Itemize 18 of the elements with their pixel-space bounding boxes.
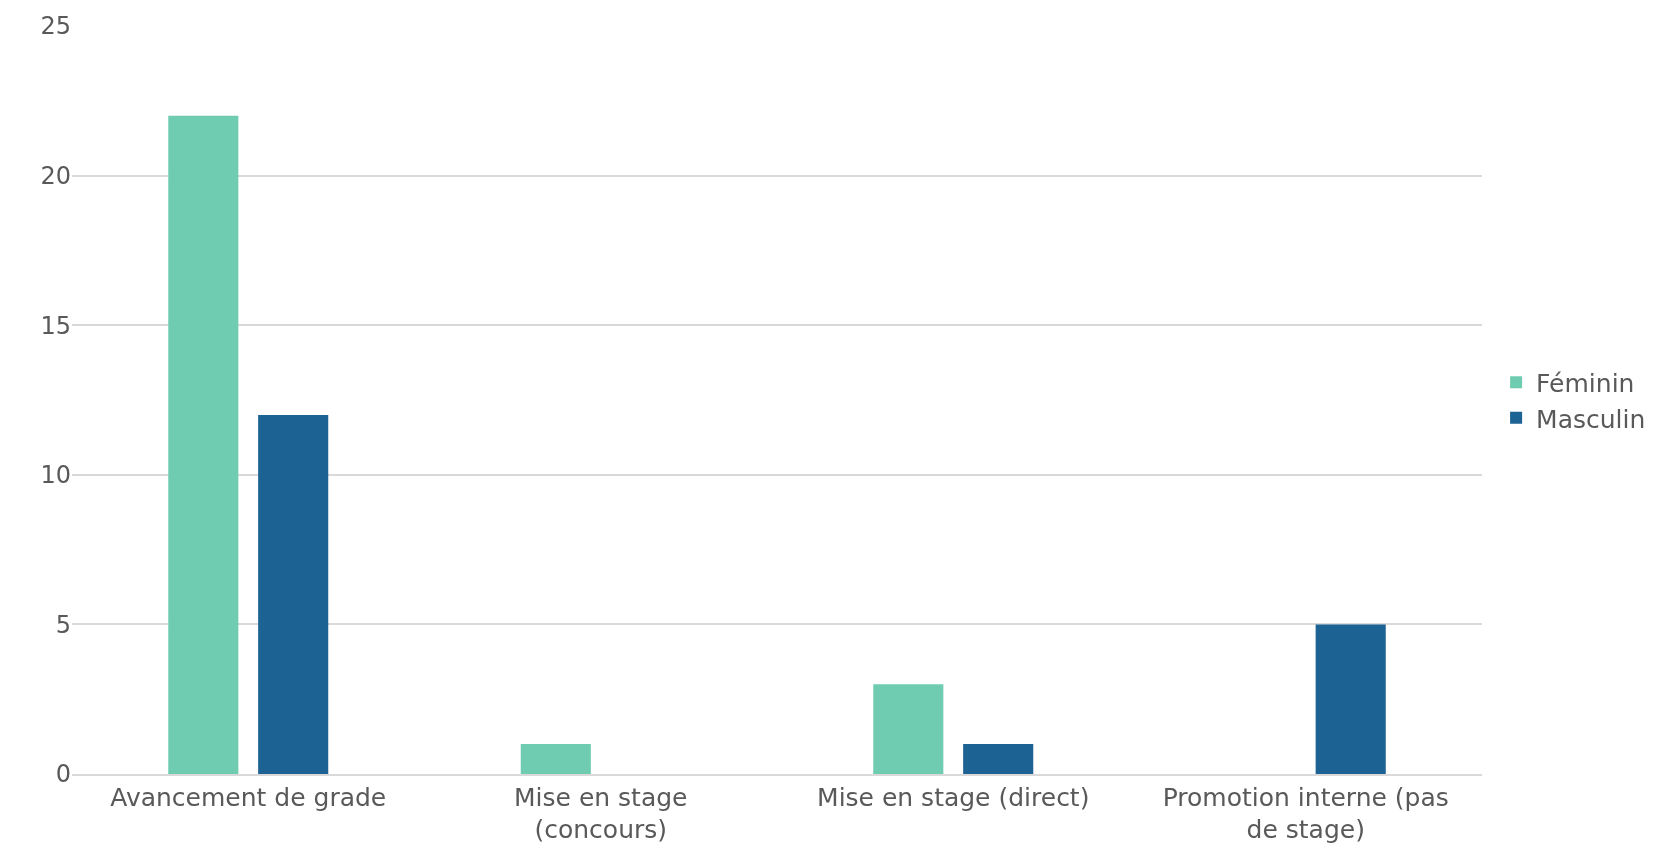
y-tick-label: 25 [40, 12, 71, 41]
y-tick-label: 10 [40, 461, 71, 490]
x-tick-label: Promotion interne (pas de stage) [1162, 782, 1449, 845]
bar [258, 414, 329, 774]
legend-label: Féminin [1536, 369, 1635, 398]
x-tick-label: Mise en stage (direct) [817, 782, 1090, 812]
bar [520, 744, 591, 774]
legend-label: Masculin [1536, 404, 1646, 434]
y-tick-label: 0 [55, 760, 71, 789]
bar [168, 115, 239, 774]
bar [873, 684, 944, 774]
x-tick-label: Avancement de grade [110, 782, 387, 812]
bar [1315, 624, 1386, 774]
x-tick-label: Mise en stage (concours) [514, 782, 688, 845]
bar [963, 744, 1034, 774]
y-tick-label: 5 [55, 610, 71, 639]
y-tick-label: 15 [40, 311, 71, 340]
y-tick-label: 20 [40, 162, 71, 190]
